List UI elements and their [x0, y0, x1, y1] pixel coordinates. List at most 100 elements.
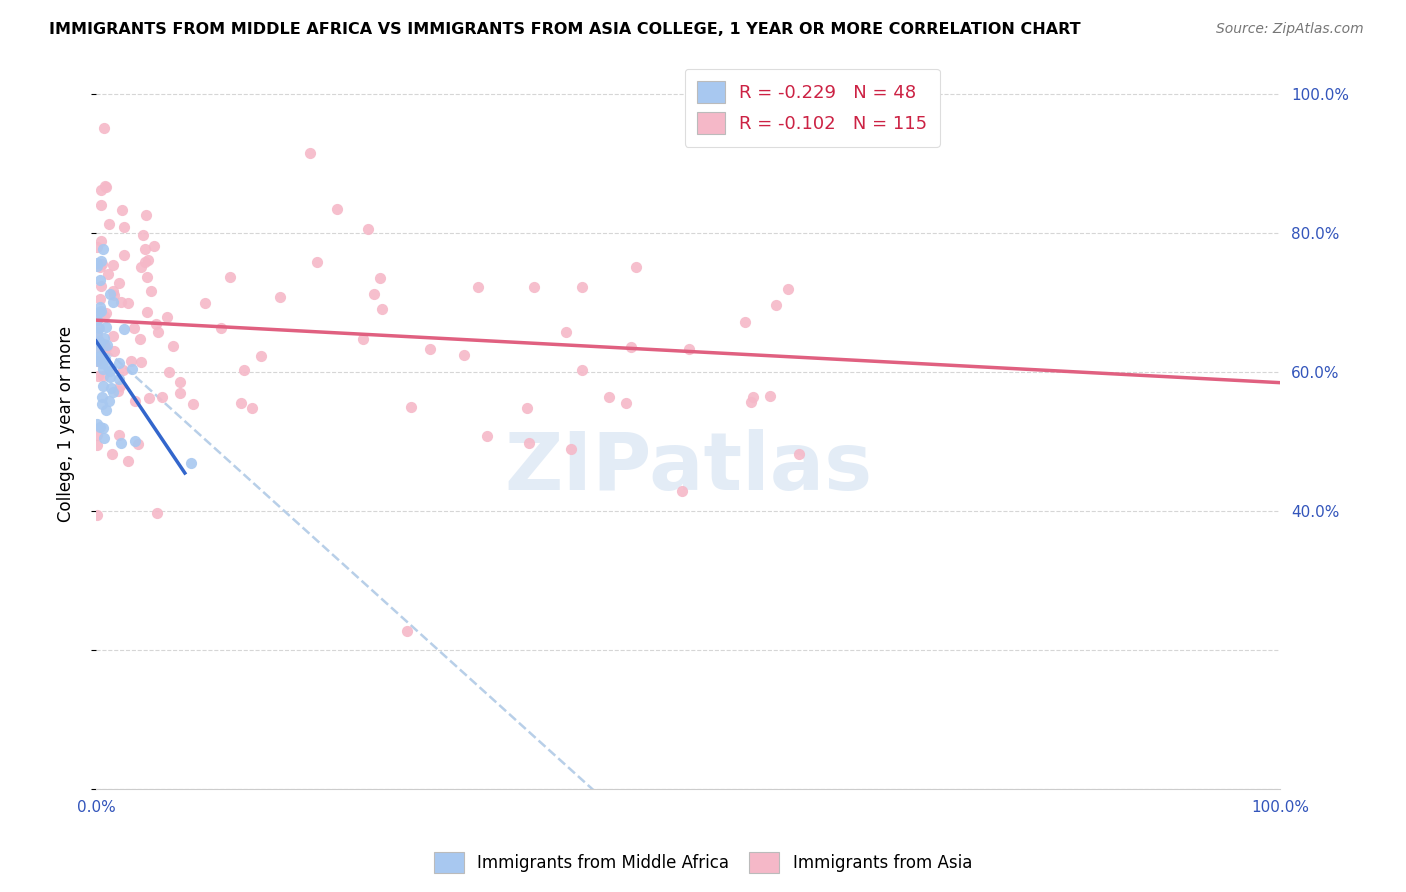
Point: [86, 325, 108, 339]
Point: [101, 385, 124, 400]
Point: [517, 435, 540, 450]
Point: [86, 354, 108, 368]
Point: [86, 259, 108, 273]
Point: [86, 427, 108, 442]
Point: [101, 258, 124, 272]
Point: [91, 390, 114, 404]
Point: [124, 394, 146, 409]
Point: [598, 390, 620, 404]
Point: [101, 448, 124, 462]
Point: [98, 370, 121, 384]
Point: [571, 363, 593, 377]
Point: [740, 394, 762, 409]
Point: [112, 363, 135, 377]
Point: [571, 280, 593, 294]
Point: [89, 334, 111, 349]
Point: [94, 179, 117, 194]
Point: [86, 340, 108, 354]
Point: [93, 431, 115, 445]
Point: [209, 320, 232, 334]
Point: [87, 343, 110, 358]
Point: [110, 294, 132, 309]
Point: [94, 179, 117, 194]
Point: [90, 234, 112, 248]
Point: [523, 280, 546, 294]
Point: [157, 366, 180, 380]
Text: IMMIGRANTS FROM MIDDLE AFRICA VS IMMIGRANTS FROM ASIA COLLEGE, 1 YEAR OR MORE CO: IMMIGRANTS FROM MIDDLE AFRICA VS IMMIGRA…: [49, 22, 1081, 37]
Point: [101, 285, 124, 299]
Point: [132, 228, 155, 243]
Point: [89, 273, 111, 287]
Point: [91, 379, 114, 393]
Point: [169, 375, 191, 389]
Point: [90, 351, 112, 366]
Point: [555, 325, 578, 339]
Point: [93, 120, 115, 135]
Point: [91, 421, 114, 435]
Point: [107, 356, 129, 370]
Legend: Immigrants from Middle Africa, Immigrants from Asia: Immigrants from Middle Africa, Immigrant…: [427, 846, 979, 880]
Point: [103, 294, 125, 309]
Point: [90, 254, 112, 268]
Point: [90, 197, 112, 211]
Point: [91, 397, 114, 411]
Point: [87, 351, 110, 365]
Point: [108, 378, 131, 392]
Point: [395, 624, 418, 638]
Point: [121, 362, 143, 376]
Point: [103, 288, 125, 302]
Point: [326, 202, 349, 216]
Point: [91, 369, 114, 384]
Point: [150, 390, 173, 404]
Point: [778, 282, 800, 296]
Point: [89, 335, 111, 350]
Point: [136, 269, 159, 284]
Point: [89, 306, 111, 320]
Point: [94, 306, 117, 320]
Point: [111, 203, 134, 218]
Point: [734, 315, 756, 329]
Point: [218, 270, 240, 285]
Point: [94, 341, 117, 355]
Point: [86, 508, 108, 523]
Point: [112, 248, 135, 262]
Point: [107, 372, 129, 386]
Point: [453, 348, 475, 362]
Point: [87, 305, 110, 319]
Point: [742, 390, 765, 404]
Point: [142, 239, 165, 253]
Point: [108, 276, 131, 290]
Point: [250, 349, 273, 363]
Point: [765, 298, 787, 312]
Point: [89, 310, 111, 325]
Point: [162, 339, 184, 353]
Point: [678, 342, 700, 356]
Point: [363, 286, 385, 301]
Point: [86, 417, 108, 432]
Point: [91, 356, 114, 370]
Point: [419, 342, 441, 356]
Point: [758, 389, 780, 403]
Point: [229, 396, 252, 410]
Point: [117, 454, 139, 468]
Point: [122, 320, 145, 334]
Point: [671, 483, 693, 498]
Point: [112, 322, 135, 336]
Point: [110, 436, 132, 450]
Point: [93, 310, 115, 324]
Point: [91, 361, 114, 376]
Point: [89, 420, 111, 434]
Point: [86, 313, 108, 327]
Text: ZIPatlas: ZIPatlas: [505, 429, 872, 508]
Point: [89, 300, 111, 314]
Point: [93, 351, 115, 366]
Point: [86, 311, 108, 326]
Point: [97, 360, 120, 375]
Point: [90, 278, 112, 293]
Y-axis label: College, 1 year or more: College, 1 year or more: [58, 326, 75, 523]
Point: [129, 260, 152, 274]
Point: [93, 331, 115, 345]
Point: [352, 332, 374, 346]
Point: [240, 401, 263, 416]
Point: [269, 290, 291, 304]
